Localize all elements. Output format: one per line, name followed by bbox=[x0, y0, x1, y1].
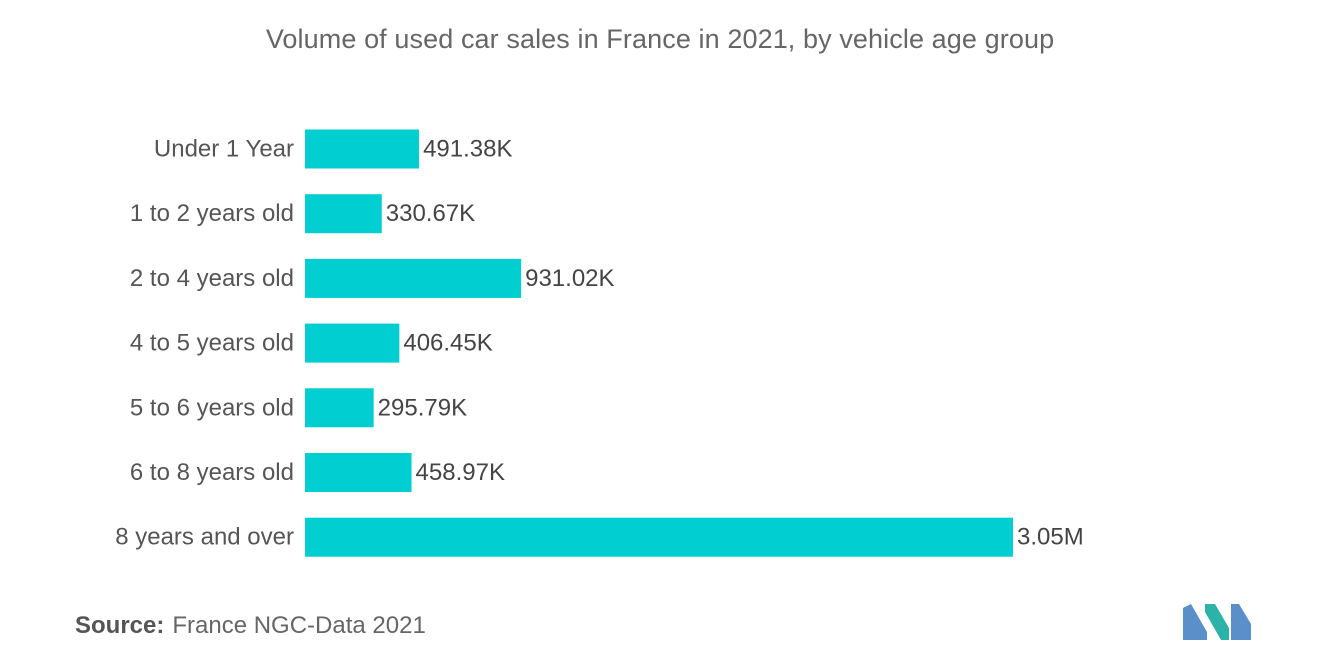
category-label: 6 to 8 years old bbox=[130, 459, 294, 486]
bar-chart: Under 1 Year 1 to 2 years old 2 to 4 years… bbox=[115, 129, 1084, 557]
source-note: Source: France NGC-Data 2021 bbox=[75, 612, 426, 640]
bar bbox=[305, 258, 522, 298]
category-label: Under 1 Year bbox=[154, 136, 294, 163]
bar bbox=[305, 453, 412, 492]
category-label: 1 to 2 years old bbox=[130, 200, 294, 227]
category-label: 8 years and over bbox=[115, 524, 294, 551]
bar bbox=[305, 194, 382, 234]
source-text: France NGC-Data 2021 bbox=[172, 612, 426, 639]
logo-left-shape bbox=[1183, 604, 1207, 640]
value-label: 458.97K bbox=[416, 459, 505, 486]
value-label: 295.79K bbox=[378, 394, 467, 421]
category-label: 4 to 5 years old bbox=[130, 330, 294, 357]
bar bbox=[305, 517, 1013, 557]
bar bbox=[305, 388, 374, 428]
value-label: 3.05M bbox=[1017, 524, 1084, 551]
logo-right-shape bbox=[1231, 604, 1251, 640]
bars-layer bbox=[305, 129, 1013, 557]
category-labels-layer: Under 1 Year 1 to 2 years old 2 to 4 years… bbox=[115, 136, 294, 551]
value-label: 931.02K bbox=[525, 265, 614, 292]
value-labels-layer: 491.38K 330.67K 931.02K 406.45K 295.79K 458.9… bbox=[378, 136, 1084, 551]
bar bbox=[305, 323, 400, 363]
value-label: 330.67K bbox=[386, 200, 475, 227]
bar bbox=[305, 129, 420, 169]
value-label: 491.38K bbox=[423, 136, 512, 163]
chart-title: Volume of used car sales in France in 20… bbox=[265, 24, 1055, 54]
source-label: Source: bbox=[75, 612, 165, 639]
mordor-intelligence-logo-icon bbox=[1183, 604, 1251, 640]
value-label: 406.45K bbox=[403, 330, 492, 357]
category-label: 5 to 6 years old bbox=[130, 394, 294, 421]
logo-middle-shape bbox=[1205, 604, 1229, 640]
category-label: 2 to 4 years old bbox=[130, 265, 294, 292]
